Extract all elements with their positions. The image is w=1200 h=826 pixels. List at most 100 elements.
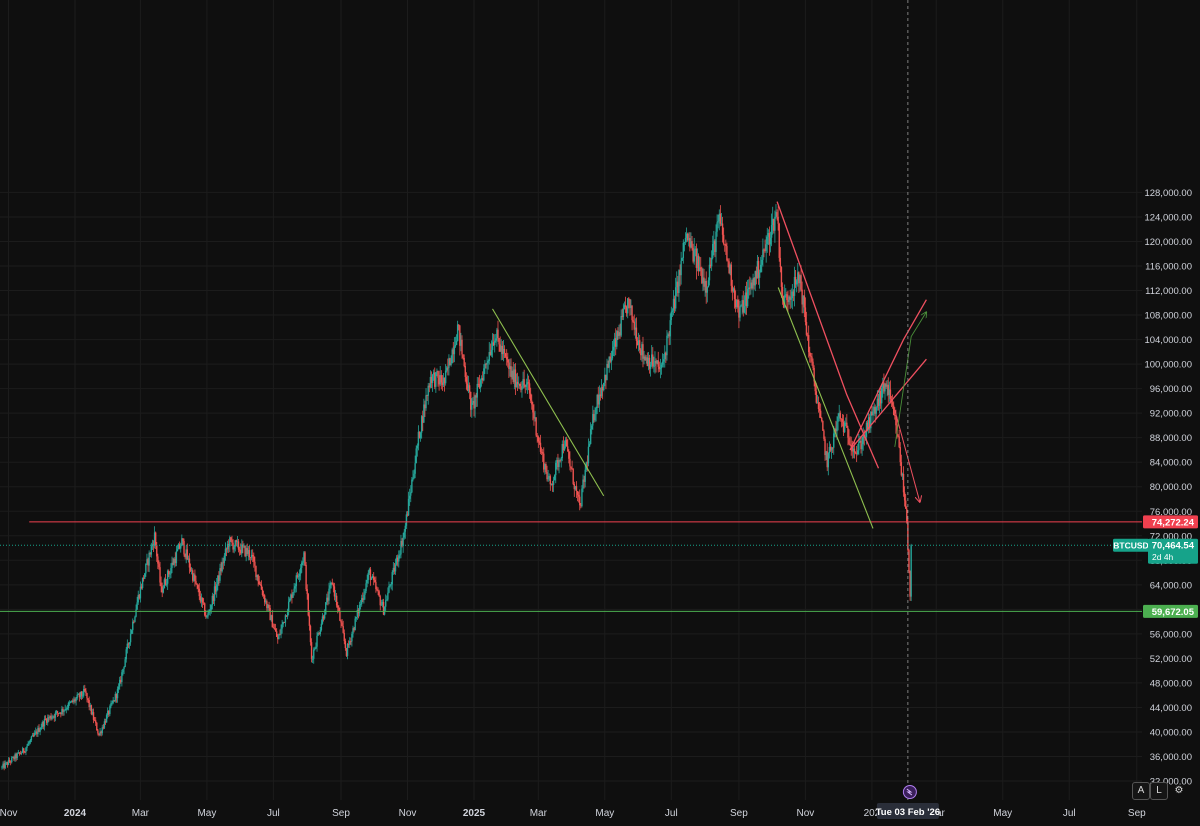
level-label-box xyxy=(1143,515,1198,529)
candle-body xyxy=(168,570,170,575)
candle-body xyxy=(316,635,318,647)
candle-body xyxy=(607,363,609,368)
candle-body xyxy=(816,402,819,404)
candle-body xyxy=(221,562,223,572)
candle-body xyxy=(674,287,677,309)
candle-body xyxy=(580,505,582,507)
candle-body xyxy=(569,458,571,467)
candle-body xyxy=(818,409,821,411)
candle-body xyxy=(23,748,25,753)
candle-body xyxy=(6,762,9,765)
candle-body xyxy=(714,240,716,253)
crosshair-date-box xyxy=(876,803,939,819)
candle-body xyxy=(358,604,361,614)
candle-body xyxy=(298,573,301,577)
price-axis[interactable]: 32,000.00 36,000.00 40,000.00 44,000.00 48,0… xyxy=(1144,188,1192,788)
candle-body xyxy=(188,558,191,568)
candle-body xyxy=(243,545,245,547)
candle-body xyxy=(691,241,693,248)
candle-body xyxy=(76,694,78,699)
price-tick-label: 108,000.00 xyxy=(1144,311,1192,322)
candle-body xyxy=(49,715,51,718)
candle-body xyxy=(773,218,775,231)
candle-body xyxy=(415,448,417,464)
price-tick-label: 80,000.00 xyxy=(1150,482,1192,493)
candle-body xyxy=(821,417,823,421)
candle-body xyxy=(537,436,540,442)
candle-body xyxy=(697,255,700,272)
candle-body xyxy=(529,393,532,401)
candle-body xyxy=(466,383,469,391)
price-tick-label: 56,000.00 xyxy=(1150,629,1192,640)
candle-body xyxy=(705,280,707,293)
candle-body xyxy=(479,380,482,388)
candle-body xyxy=(51,717,53,719)
candle-body xyxy=(887,384,889,395)
candle-body xyxy=(429,376,432,388)
candle-body xyxy=(110,703,112,707)
candle-body xyxy=(100,731,102,734)
settings-gear-icon[interactable]: ⚙ xyxy=(1174,785,1184,796)
candle-body xyxy=(718,213,720,222)
candle-body xyxy=(418,431,421,439)
candle-body xyxy=(682,242,685,259)
candle-body xyxy=(641,344,643,356)
candle-body xyxy=(547,477,549,480)
candle-body xyxy=(811,356,813,362)
candle-body xyxy=(424,404,426,409)
candle-body xyxy=(553,475,556,481)
candle-body xyxy=(420,416,423,433)
candle-body xyxy=(779,257,782,268)
candle-body xyxy=(494,340,496,346)
candle-body xyxy=(287,601,290,613)
price-tick-label: 128,000.00 xyxy=(1144,188,1192,199)
candle-body xyxy=(800,275,802,290)
candle-body xyxy=(622,309,625,318)
candle-body xyxy=(608,356,610,368)
time-axis[interactable]: Nov 2024 Mar May Jul Sep Nov 2025 Mar May Jul Sep No… xyxy=(0,803,1146,819)
candle-body xyxy=(139,586,142,599)
candle-body xyxy=(620,315,622,336)
candle-body xyxy=(241,544,243,554)
candle-body xyxy=(523,379,525,386)
candle-body xyxy=(419,432,422,439)
price-tick-label: 44,000.00 xyxy=(1150,703,1192,714)
candle-body xyxy=(581,488,583,507)
candle-body xyxy=(140,586,143,589)
candle-body xyxy=(787,300,789,302)
candle-body xyxy=(260,584,263,590)
candle-body xyxy=(219,568,221,581)
candle-body xyxy=(302,561,304,563)
candle-body xyxy=(127,643,130,645)
auto-scale-button[interactable]: A xyxy=(1132,782,1150,800)
candle-body xyxy=(562,443,565,451)
candle-body xyxy=(136,602,138,610)
candle-body xyxy=(432,372,435,375)
candle-body xyxy=(273,628,276,629)
candle-body xyxy=(548,476,550,478)
candle-body xyxy=(376,589,378,591)
candle-body xyxy=(768,233,771,245)
candle-body xyxy=(412,478,414,480)
candle-body xyxy=(617,331,619,336)
candle-body xyxy=(883,382,885,392)
candle-body xyxy=(719,213,722,224)
candle-body xyxy=(760,264,762,273)
candle-body xyxy=(519,383,521,387)
price-tick-label: 72,000.00 xyxy=(1150,531,1192,542)
candle-body xyxy=(354,618,356,631)
candle-body xyxy=(68,702,71,704)
candle-body xyxy=(661,361,664,365)
candle-body xyxy=(480,378,483,381)
candle-body xyxy=(536,435,538,437)
log-scale-button[interactable]: L xyxy=(1150,782,1168,800)
candle-body xyxy=(502,348,505,355)
candle-body xyxy=(777,216,779,224)
candle-body xyxy=(619,332,621,336)
candle-body xyxy=(838,412,840,417)
candle-body xyxy=(822,420,824,431)
candle-body xyxy=(2,763,4,767)
candle-body xyxy=(525,384,528,387)
